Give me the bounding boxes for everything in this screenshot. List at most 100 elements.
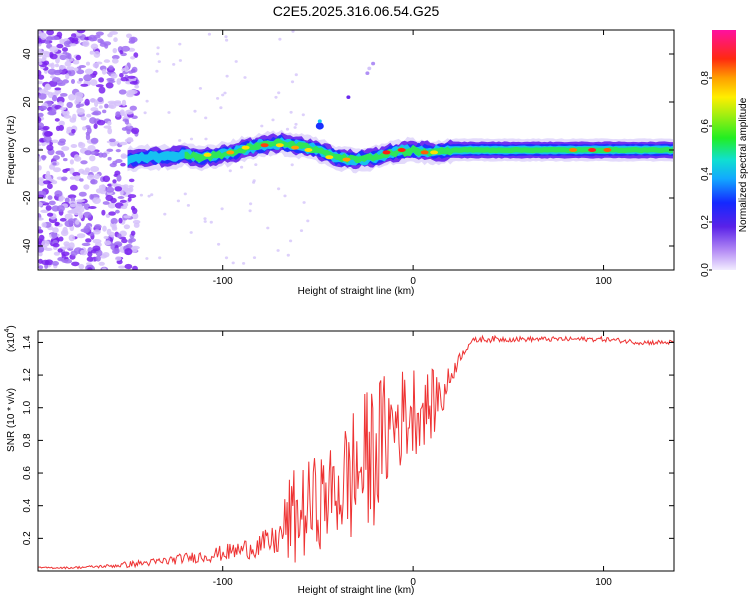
noise-blob (80, 160, 88, 165)
noise-blob (41, 141, 46, 147)
noise-blob (115, 256, 122, 261)
noise-blob (86, 113, 92, 118)
noise-blob (43, 131, 53, 137)
noise-blob (84, 203, 90, 210)
noise-blob (90, 43, 99, 50)
colorbar-tick-label: 0.0 (700, 263, 711, 277)
snr-series (38, 334, 674, 570)
noise-blob (86, 174, 95, 181)
noise-blob (231, 261, 235, 265)
colorbar: 0.0 0.2 0.4 0.6 0.8 Normalized spectral ampl… (700, 30, 749, 277)
noise-blob (249, 202, 253, 206)
noise-blob (104, 103, 109, 109)
noise-blob (95, 31, 104, 36)
noise-blob (68, 242, 75, 249)
noise-blob (58, 198, 64, 202)
noise-blob (58, 120, 65, 127)
noise-blob (71, 261, 80, 267)
noise-blob (107, 127, 113, 135)
noise-blob (110, 73, 118, 79)
noise-blob (127, 194, 137, 199)
noise-blob (224, 35, 228, 39)
noise-blob (41, 222, 47, 228)
noise-blob (78, 78, 84, 82)
noise-blob (38, 201, 43, 207)
noise-blob (68, 234, 76, 242)
noise-blob (73, 67, 79, 72)
noise-blob (67, 218, 76, 224)
noise-blob (116, 78, 122, 85)
noise-blob (61, 146, 70, 151)
noise-blob (38, 217, 44, 221)
noise-blob (93, 50, 101, 58)
noise-blob (92, 62, 100, 68)
noise-blob (278, 37, 282, 41)
noise-blob (87, 267, 93, 270)
noise-blob (62, 109, 70, 117)
noise-blob (302, 201, 306, 204)
snr-y-tick-label: 1.4 (22, 335, 33, 349)
noise-blob (56, 31, 63, 38)
noise-blob (92, 245, 101, 252)
noise-blob (52, 162, 57, 166)
noise-blob (121, 99, 127, 107)
noise-blob (89, 194, 94, 200)
hot-spot (241, 145, 250, 150)
noise-blob (38, 155, 42, 163)
snr-y-tick-label: 0.4 (22, 498, 33, 512)
noise-blob (119, 50, 124, 54)
noise-blob (49, 53, 58, 60)
noise-blob (84, 68, 94, 75)
noise-blob (156, 52, 160, 56)
hot-spot (588, 148, 597, 152)
noise-blob (38, 48, 42, 52)
noise-blob (294, 122, 298, 126)
noise-blob (89, 155, 96, 162)
noise-blob (291, 30, 295, 33)
noise-blob (252, 179, 256, 183)
noise-blob (124, 119, 130, 125)
noise-blob (47, 111, 57, 116)
noise-blob (90, 137, 99, 144)
noise-blob (75, 54, 82, 61)
noise-blob (72, 37, 79, 42)
noise-blob (143, 111, 147, 115)
noise-blob (86, 256, 94, 262)
noise-blob (46, 36, 54, 41)
noise-blob (47, 68, 57, 75)
snr-y-tick-label: 0.2 (22, 531, 33, 545)
noise-blob (78, 263, 85, 270)
noise-blob (72, 59, 80, 65)
noise-blob (114, 186, 123, 192)
noise-blob (119, 73, 124, 78)
noise-blob (58, 65, 66, 70)
noise-blob (83, 74, 92, 82)
noise-blob (290, 80, 295, 84)
noise-blob (128, 186, 134, 193)
noise-blob (283, 194, 287, 198)
noise-blob (127, 70, 134, 74)
spectrogram-panel: -100 0 100 40 20 0 -20 -40 Height of straight … (6, 29, 675, 297)
noise-blob (123, 184, 129, 188)
noise-blob (38, 80, 43, 85)
spectrogram-x-ticks: -100 0 100 (213, 30, 612, 287)
noise-blob (94, 173, 100, 180)
noise-blob (252, 256, 257, 259)
noise-blob (128, 89, 138, 95)
noise-blob (107, 202, 116, 209)
noise-blob (53, 251, 61, 256)
noise-blob (58, 236, 64, 242)
noise-blob (104, 43, 109, 49)
noise-blob (78, 191, 87, 197)
noise-blob (133, 52, 139, 58)
noise-blob (47, 212, 54, 217)
hot-spot (203, 152, 212, 157)
streak-mark (315, 122, 324, 130)
noise-blob (51, 95, 58, 102)
hot-spot (275, 143, 284, 148)
noise-blob (38, 69, 42, 76)
noise-blob (116, 174, 122, 182)
noise-blob (130, 246, 138, 253)
snr-x-tick-label: 100 (595, 577, 612, 588)
noise-blob (76, 107, 85, 115)
